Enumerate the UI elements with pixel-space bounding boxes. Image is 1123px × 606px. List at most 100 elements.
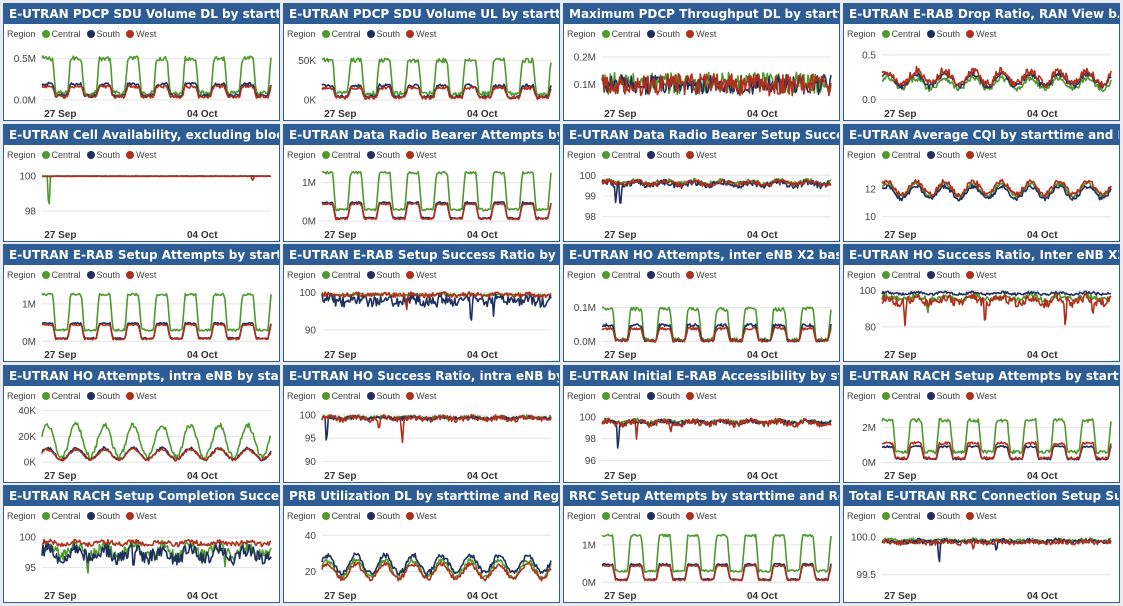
chart-tile[interactable]: E-UTRAN HO Attempts, inter eNB X2 bas… Re… <box>563 244 840 362</box>
series-line-south[interactable] <box>881 537 1112 563</box>
legend-item-south[interactable]: South <box>926 511 960 521</box>
legend-item-west[interactable]: West <box>406 29 436 39</box>
legend-item-south[interactable]: South <box>646 270 680 280</box>
series-line-west[interactable] <box>41 174 272 181</box>
legend-item-south[interactable]: South <box>366 270 400 280</box>
series-line-central[interactable] <box>41 174 272 205</box>
series-line-west[interactable] <box>881 65 1112 89</box>
legend-item-central[interactable]: Central <box>41 511 81 521</box>
series-line-west[interactable] <box>601 564 832 582</box>
legend-item-central[interactable]: Central <box>601 29 641 39</box>
legend-item-central[interactable]: Central <box>881 511 921 521</box>
chart-tile[interactable]: E-UTRAN RACH Setup Attempts by startt… Re… <box>843 364 1120 483</box>
legend-item-south[interactable]: South <box>926 150 960 160</box>
series-line-central[interactable] <box>41 55 272 97</box>
legend-item-central[interactable]: Central <box>601 270 641 280</box>
legend-item-west[interactable]: West <box>686 270 716 280</box>
series-line-west[interactable] <box>321 413 552 443</box>
legend-item-south[interactable]: South <box>366 29 400 39</box>
chart-tile[interactable]: E-UTRAN Data Radio Bearer Attempts by… Re… <box>283 123 560 242</box>
series-line-west[interactable] <box>881 178 1112 198</box>
series-line-west[interactable] <box>41 84 272 100</box>
legend-item-west[interactable]: West <box>686 29 716 39</box>
legend-item-west[interactable]: West <box>126 511 156 521</box>
legend-item-west[interactable]: West <box>966 270 996 280</box>
legend-item-west[interactable]: West <box>966 391 996 401</box>
series-line-central[interactable] <box>881 74 1112 93</box>
legend-item-south[interactable]: South <box>646 391 680 401</box>
chart-tile[interactable]: E-UTRAN E-RAB Setup Attempts by startt… R… <box>3 244 280 362</box>
legend-item-west[interactable]: West <box>686 511 716 521</box>
chart-tile[interactable]: Total E-UTRAN RRC Connection Setup Su… Re… <box>843 485 1120 603</box>
series-line-south[interactable] <box>41 542 272 566</box>
legend-item-central[interactable]: Central <box>601 391 641 401</box>
legend-item-central[interactable]: Central <box>41 150 81 160</box>
series-line-central[interactable] <box>41 539 272 574</box>
legend-item-central[interactable]: Central <box>881 29 921 39</box>
legend-item-west[interactable]: West <box>406 511 436 521</box>
chart-tile[interactable]: E-UTRAN RACH Setup Completion Succe… Regi… <box>3 485 280 603</box>
legend-item-south[interactable]: South <box>646 150 680 160</box>
series-line-central[interactable] <box>321 57 552 97</box>
legend-item-west[interactable]: West <box>406 391 436 401</box>
legend-item-south[interactable]: South <box>86 511 120 521</box>
series-line-west[interactable] <box>881 292 1112 327</box>
series-line-south[interactable] <box>321 292 552 321</box>
chart-tile[interactable]: E-UTRAN HO Success Ratio, Inter eNB X2… R… <box>843 244 1120 362</box>
chart-tile[interactable]: Maximum PDCP Throughput DL by startt… Reg… <box>563 3 840 121</box>
legend-item-south[interactable]: South <box>366 391 400 401</box>
legend-item-south[interactable]: South <box>86 150 120 160</box>
legend-item-central[interactable]: Central <box>881 270 921 280</box>
legend-item-central[interactable]: Central <box>321 270 361 280</box>
chart-tile[interactable]: E-UTRAN E-RAB Drop Ratio, RAN View b… Reg… <box>843 3 1120 121</box>
series-line-south[interactable] <box>41 81 272 99</box>
legend-item-south[interactable]: South <box>926 270 960 280</box>
chart-tile[interactable]: E-UTRAN PDCP SDU Volume DL by startti… Re… <box>3 3 280 121</box>
legend-item-central[interactable]: Central <box>601 150 641 160</box>
series-line-central[interactable] <box>321 170 552 212</box>
series-line-west[interactable] <box>601 326 832 343</box>
legend-item-south[interactable]: South <box>366 511 400 521</box>
series-line-west[interactable] <box>601 72 832 97</box>
series-line-south[interactable] <box>881 183 1112 202</box>
legend-item-west[interactable]: West <box>406 150 436 160</box>
series-line-south[interactable] <box>321 200 552 220</box>
legend-item-central[interactable]: Central <box>41 391 81 401</box>
series-line-central[interactable] <box>601 306 832 343</box>
chart-tile[interactable]: E-UTRAN Data Radio Bearer Setup Succe… Re… <box>563 123 840 242</box>
legend-item-west[interactable]: West <box>966 511 996 521</box>
legend-item-west[interactable]: West <box>686 150 716 160</box>
chart-tile[interactable]: PRB Utilization DL by starttime and Regi… <box>283 485 560 603</box>
chart-tile[interactable]: E-UTRAN PDCP SDU Volume UL by startti… Re… <box>283 3 560 121</box>
legend-item-west[interactable]: West <box>966 29 996 39</box>
chart-tile[interactable]: E-UTRAN HO Success Ratio, intra eNB by …… <box>283 364 560 483</box>
chart-tile[interactable]: E-UTRAN HO Attempts, intra eNB by star… R… <box>3 364 280 483</box>
legend-item-central[interactable]: Central <box>881 391 921 401</box>
legend-item-central[interactable]: Central <box>321 150 361 160</box>
series-line-west[interactable] <box>321 291 552 311</box>
series-line-west[interactable] <box>321 561 552 582</box>
legend-item-west[interactable]: West <box>126 150 156 160</box>
legend-item-west[interactable]: West <box>126 29 156 39</box>
series-line-west[interactable] <box>321 85 552 101</box>
series-line-west[interactable] <box>601 177 832 188</box>
series-line-west[interactable] <box>881 538 1112 550</box>
legend-item-central[interactable]: Central <box>601 511 641 521</box>
series-line-central[interactable] <box>601 533 832 573</box>
legend-item-west[interactable]: West <box>686 391 716 401</box>
legend-item-central[interactable]: Central <box>321 511 361 521</box>
chart-tile[interactable]: E-UTRAN Initial E-RAB Accessibility by s… <box>563 364 840 483</box>
legend-item-south[interactable]: South <box>86 391 120 401</box>
chart-tile[interactable]: E-UTRAN E-RAB Setup Success Ratio by s… R… <box>283 244 560 362</box>
series-line-west[interactable] <box>41 323 272 341</box>
legend-item-south[interactable]: South <box>646 511 680 521</box>
legend-item-central[interactable]: Central <box>41 29 81 39</box>
chart-tile[interactable]: E-UTRAN Cell Availability, excluding blo… <box>3 123 280 242</box>
series-line-west[interactable] <box>41 446 272 461</box>
series-line-central[interactable] <box>41 421 271 460</box>
series-line-central[interactable] <box>881 417 1112 454</box>
legend-item-central[interactable]: Central <box>41 270 81 280</box>
legend-item-south[interactable]: South <box>926 391 960 401</box>
chart-tile[interactable]: E-UTRAN Average CQI by starttime and R… R… <box>843 123 1120 242</box>
legend-item-central[interactable]: Central <box>321 391 361 401</box>
